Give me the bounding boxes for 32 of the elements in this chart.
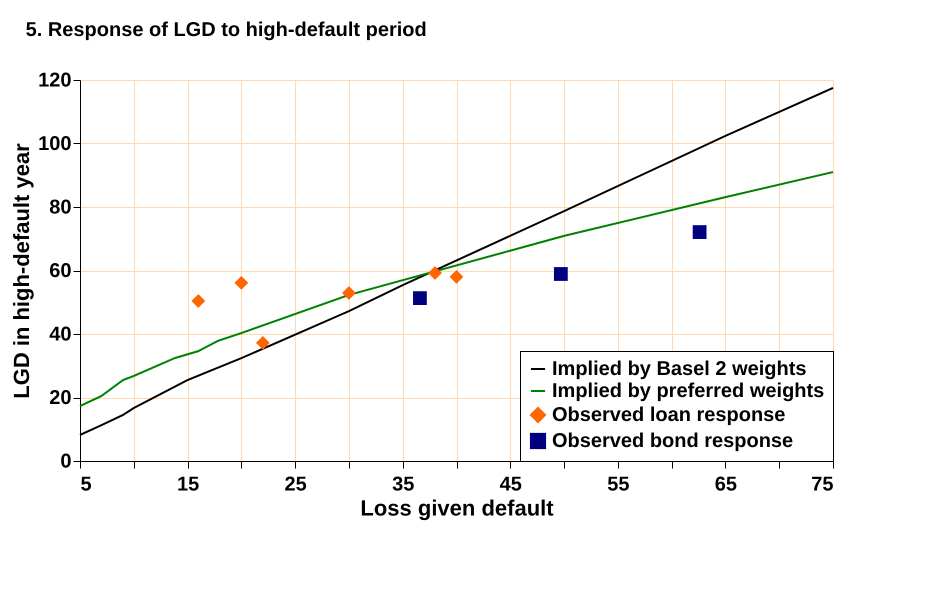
legend-label: Observed bond response (552, 430, 794, 452)
y-tick-label: 120 (38, 70, 72, 92)
y-tick-label: 80 (49, 196, 72, 218)
x-tick-label: 65 (714, 474, 738, 496)
y-tick-label: 20 (49, 387, 72, 409)
point (413, 291, 427, 306)
y-axis-title: LGD in high-default year (9, 142, 34, 399)
line-series (79, 171, 834, 408)
y-tick-label: 100 (38, 133, 72, 155)
point (191, 294, 206, 308)
point (450, 270, 464, 284)
x-tick-label: 45 (500, 474, 522, 496)
y-tick-label: 60 (49, 260, 72, 282)
x-tick-label: 5 (80, 474, 92, 496)
point (428, 266, 442, 280)
point (554, 267, 568, 281)
y-tick-label: 40 (49, 324, 72, 346)
x-axis-title: Loss given default (360, 496, 554, 520)
x-tick-label: 35 (392, 474, 414, 496)
point (342, 286, 356, 300)
x-tick-label: 15 (176, 474, 200, 496)
point (234, 276, 248, 290)
chart-title: 5. Response of LGD to high-default period (26, 19, 427, 41)
legend-label: Implied by preferred weights (552, 380, 824, 402)
x-tick-label: 55 (607, 474, 630, 496)
point (256, 336, 270, 350)
point (692, 225, 707, 239)
x-tick-label: 75 (811, 474, 834, 496)
y-tick-label: 0 (60, 450, 72, 472)
x-tick-label: 25 (284, 474, 307, 496)
legend-label: Implied by Basel 2 weights (552, 358, 807, 380)
legend-label: Observed loan response (552, 404, 786, 426)
